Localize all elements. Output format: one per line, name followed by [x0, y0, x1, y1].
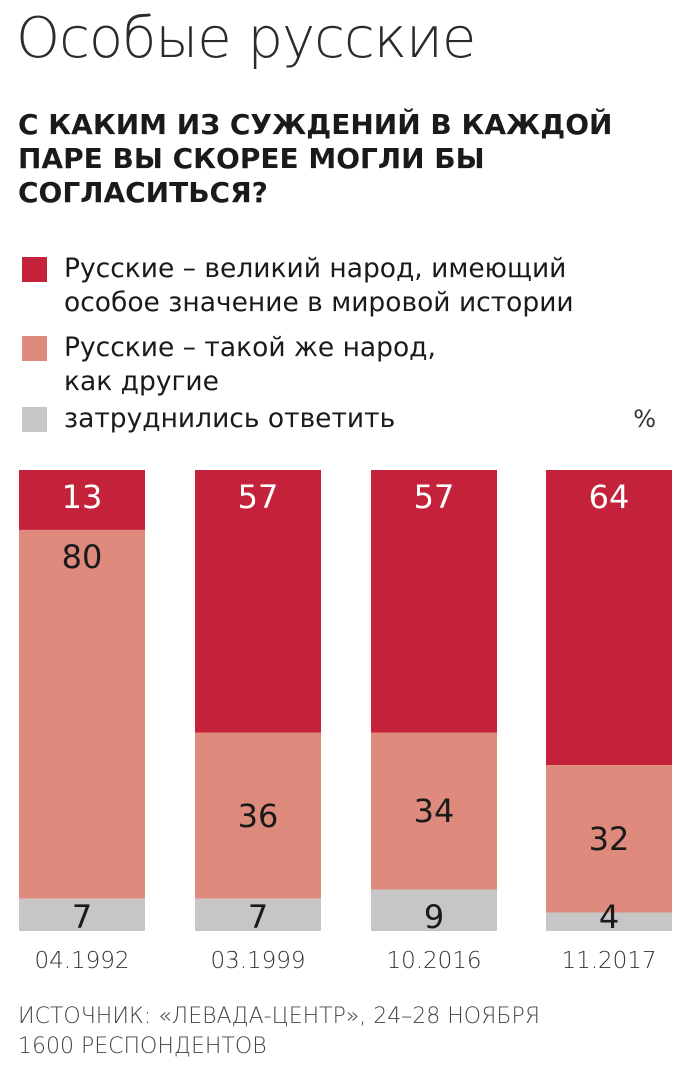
x-tick-label-10.2016: 10.2016 — [386, 948, 481, 974]
legend-label-great-line2: особое значение в мировой истории — [64, 287, 574, 318]
bar-value-same-03.1999: 36 — [238, 797, 279, 835]
stacked-bar-chart: 13 80 7 04.1992 57 36 7 03.1999 57 34 9 10.2016 64 32… — [19, 470, 672, 974]
source-line-1: ИСТОЧНИК: «ЛЕВАДА-ЦЕНТР», 24–28 НОЯБРЯ — [18, 1004, 541, 1029]
source-note: ИСТОЧНИК: «ЛЕВАДА-ЦЕНТР», 24–28 НОЯБРЯ 1… — [18, 1002, 678, 1062]
bar-value-unsure-03.1999: 7 — [248, 898, 268, 936]
legend-label-same: Русские – такой же народ, как другие — [64, 331, 674, 399]
bar-segment-same-04.1992 — [19, 529, 145, 899]
bar-value-great-04.1992: 13 — [62, 478, 103, 516]
bar-segment-same-03.1999 — [195, 732, 321, 899]
bar-value-great-10.2016: 57 — [414, 478, 455, 516]
bar-value-unsure-11.2017: 4 — [599, 898, 619, 936]
bar-segment-great-03.1999 — [195, 470, 321, 733]
bar-value-same-11.2017: 32 — [589, 820, 630, 858]
bar-value-same-10.2016: 34 — [414, 792, 455, 830]
bar-segment-unsure-04.1992 — [19, 898, 145, 931]
bar-segment-great-11.2017 — [546, 470, 672, 766]
x-tick-label-03.1999: 03.1999 — [210, 948, 305, 974]
legend-swatch-great — [22, 257, 47, 282]
legend-swatch-unsure — [22, 407, 47, 432]
bar-segment-unsure-11.2017 — [546, 912, 672, 931]
legend-label-same-line1: Русские – такой же народ, — [64, 332, 436, 363]
bar-segment-unsure-03.1999 — [195, 898, 321, 931]
bar-value-unsure-04.1992: 7 — [72, 898, 92, 936]
bar-value-great-11.2017: 64 — [589, 478, 630, 516]
legend-label-great: Русские – великий народ, имеющий особое … — [64, 252, 674, 320]
legend-label-great-line1: Русские – великий народ, имеющий — [64, 253, 567, 284]
question-text: С каким из суждений в каждой паре вы ско… — [18, 108, 613, 209]
bar-segment-great-10.2016 — [371, 470, 497, 733]
chart-title: Особые русские — [16, 6, 476, 71]
bar-segment-great-04.1992 — [19, 470, 145, 530]
unit-label: % — [633, 405, 656, 433]
bar-value-same-04.1992: 80 — [62, 538, 103, 576]
legend-swatch-same — [22, 336, 47, 361]
bar-segment-unsure-10.2016 — [371, 889, 497, 931]
x-tick-label-11.2017: 11.2017 — [561, 948, 656, 974]
bar-value-great-03.1999: 57 — [238, 478, 279, 516]
source-line-2: 1600 РЕСПОНДЕНТОВ — [18, 1034, 267, 1059]
legend-label-same-line2: как другие — [64, 366, 219, 397]
bar-segment-same-10.2016 — [371, 732, 497, 890]
x-tick-label-04.1992: 04.1992 — [34, 948, 129, 974]
bar-value-unsure-10.2016: 9 — [424, 898, 444, 936]
legend-label-unsure: затруднились ответить — [64, 403, 396, 434]
bar-segment-same-11.2017 — [546, 765, 672, 913]
